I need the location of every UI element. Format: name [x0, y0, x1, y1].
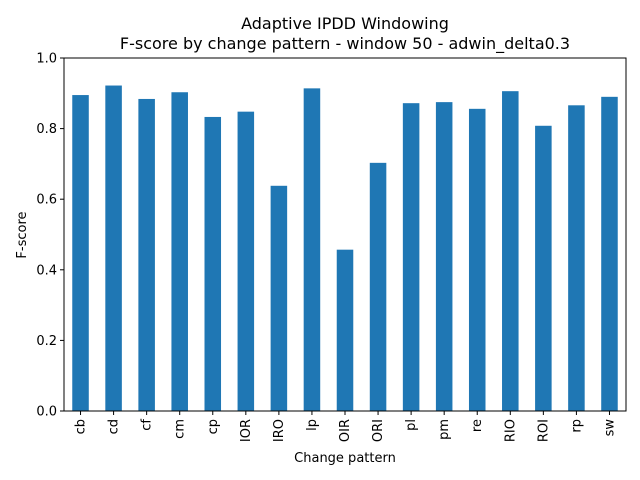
x-tick-label: cp [206, 419, 221, 434]
bar-pl [402, 103, 420, 412]
x-tick-label: ROI [536, 419, 551, 442]
x-tick-label: cm [173, 419, 188, 439]
bar-rp [568, 105, 585, 412]
bar-cp [204, 116, 222, 411]
bar-cd [105, 85, 122, 411]
x-tick-label: IRO [272, 419, 287, 442]
y-tick-label: 1.0 [36, 52, 57, 67]
y-tick-label: 0.6 [36, 193, 57, 208]
bar-OIR [336, 249, 354, 411]
bar-cf [138, 98, 155, 411]
x-tick-label: IOR [239, 419, 254, 442]
chart-subtitle: F-score by change pattern - window 50 - … [120, 34, 570, 54]
bar-re [468, 108, 486, 411]
x-tick-label: RIO [503, 419, 518, 442]
x-ticks: cb cd cf cm cp IOR IRO lp OIR ORI pl pm re RIO ROI rp sw [74, 411, 617, 442]
x-tick-label: pm [437, 419, 452, 440]
bar-lp [303, 88, 321, 412]
x-tick-label: cf [140, 419, 155, 431]
bar-ROI [535, 125, 552, 411]
bar-ORI [369, 162, 387, 411]
x-tick-label: OIR [338, 419, 353, 442]
plot-frame [63, 57, 627, 412]
bar-cb [72, 95, 89, 411]
x-tick-label: rp [569, 419, 584, 433]
x-tick-label: cd [107, 419, 122, 434]
bar-IOR [237, 111, 255, 411]
bar-cm [171, 92, 188, 412]
bar-pm [435, 102, 453, 412]
x-tick-label: re [470, 419, 485, 432]
bar-RIO [502, 91, 519, 412]
x-tick-label: lp [305, 419, 320, 431]
x-tick-label: cb [74, 419, 89, 434]
y-tick-label: 0.4 [36, 263, 57, 278]
x-tick-label: sw [602, 419, 617, 437]
y-tick-label: 0.2 [36, 334, 57, 349]
bar-IRO [270, 185, 288, 411]
y-ticks: 0.0 0.2 0.4 0.6 0.8 1.0 [36, 52, 64, 420]
x-tick-label: pl [404, 419, 419, 431]
y-axis-label: F-score [15, 211, 30, 258]
x-axis-label: Change pattern [294, 451, 396, 466]
chart-title: Adaptive IPDD Windowing [241, 14, 449, 33]
x-tick-label: ORI [371, 419, 386, 442]
bar-sw [601, 96, 618, 411]
y-tick-label: 0.8 [36, 122, 57, 137]
bars-group [72, 85, 618, 412]
y-tick-label: 0.0 [36, 405, 57, 420]
